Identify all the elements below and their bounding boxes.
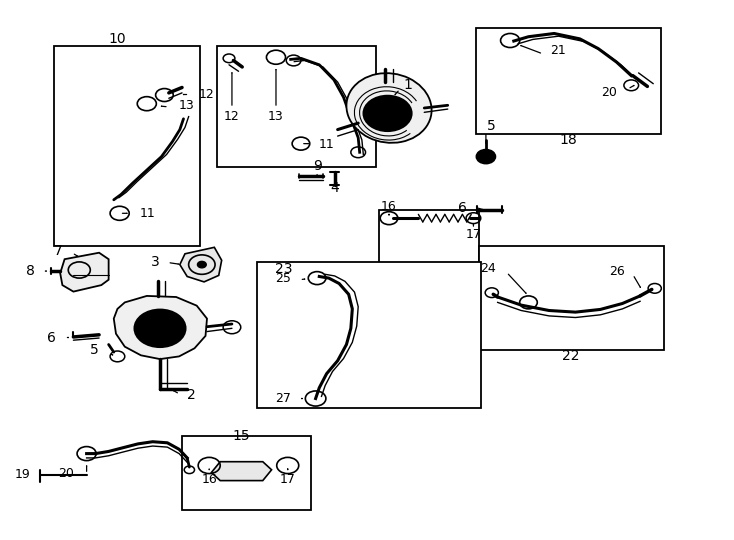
Text: 21: 21 — [550, 44, 566, 57]
Ellipse shape — [346, 73, 432, 143]
Text: 23: 23 — [275, 262, 292, 276]
Text: 2: 2 — [187, 388, 196, 402]
Text: 5: 5 — [90, 343, 99, 357]
Bar — [476, 28, 661, 134]
Bar — [182, 436, 311, 510]
Text: 16: 16 — [381, 200, 397, 213]
Text: 27: 27 — [275, 392, 291, 405]
Polygon shape — [180, 247, 222, 282]
Bar — [379, 210, 479, 306]
Text: 12: 12 — [224, 110, 240, 123]
Text: 17: 17 — [280, 473, 296, 486]
Text: 10: 10 — [109, 32, 126, 46]
Circle shape — [363, 96, 412, 131]
Bar — [54, 46, 200, 246]
Text: 3: 3 — [151, 255, 160, 269]
Text: 24: 24 — [481, 262, 496, 275]
Polygon shape — [211, 462, 272, 481]
Text: 9: 9 — [313, 159, 321, 173]
Text: 4: 4 — [330, 181, 339, 195]
Bar — [217, 46, 376, 167]
Text: 7: 7 — [54, 244, 62, 258]
Text: 25: 25 — [275, 272, 291, 285]
Bar — [257, 262, 481, 408]
Text: 26: 26 — [610, 265, 625, 278]
Text: 12: 12 — [198, 88, 214, 101]
Text: 11: 11 — [319, 138, 334, 151]
Text: 15: 15 — [232, 429, 250, 443]
Text: 8: 8 — [26, 264, 35, 278]
Text: 13: 13 — [268, 110, 284, 123]
Text: 6: 6 — [47, 330, 56, 345]
Polygon shape — [114, 296, 207, 359]
Text: 22: 22 — [562, 349, 580, 363]
Bar — [479, 246, 664, 350]
Text: 1: 1 — [404, 78, 413, 92]
Circle shape — [197, 261, 206, 268]
Text: 18: 18 — [559, 133, 577, 147]
Text: 5: 5 — [487, 119, 496, 133]
Text: 6: 6 — [458, 201, 467, 215]
Circle shape — [476, 150, 495, 164]
Text: 13: 13 — [179, 99, 195, 112]
Text: 19: 19 — [15, 468, 31, 481]
Text: 20: 20 — [58, 467, 74, 480]
Polygon shape — [60, 253, 109, 292]
Circle shape — [134, 309, 186, 347]
Text: 17: 17 — [465, 228, 482, 241]
Text: 11: 11 — [139, 207, 155, 220]
Text: 20: 20 — [600, 86, 617, 99]
Text: 16: 16 — [201, 473, 217, 486]
